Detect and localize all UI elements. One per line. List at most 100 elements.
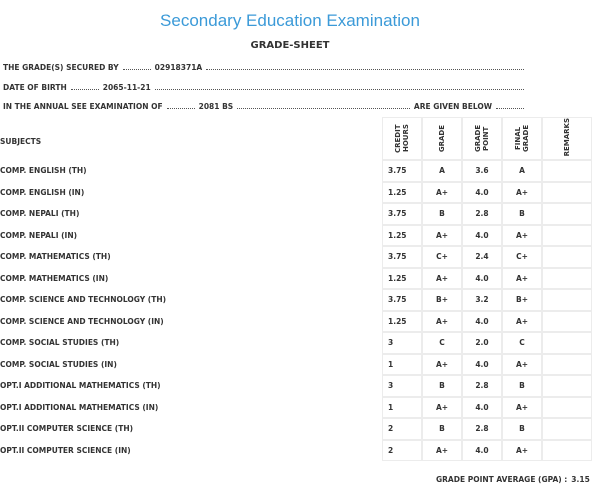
info-label: IN THE ANNUAL SEE EXAMINATION OF bbox=[3, 102, 163, 111]
info-label: DATE OF BIRTH bbox=[3, 83, 67, 92]
table-cell: 3.6 bbox=[462, 160, 502, 182]
info-line: IN THE ANNUAL SEE EXAMINATION OF 2081 BS A… bbox=[3, 102, 528, 111]
table-cell: 1.25 bbox=[382, 181, 422, 203]
table-cell: A+ bbox=[502, 224, 542, 246]
table-cell bbox=[542, 396, 592, 418]
header-text: FINAL GRADE bbox=[514, 124, 530, 153]
table-cell: B+ bbox=[502, 289, 542, 311]
table-cell: COMP. NEPALI (TH) bbox=[0, 209, 80, 219]
table-cell: A+ bbox=[422, 224, 462, 246]
leader bbox=[122, 63, 151, 70]
column-header: GRADE POINT bbox=[462, 117, 502, 160]
table-cell: 4.0 bbox=[462, 310, 502, 332]
table-cell: A+ bbox=[422, 310, 462, 332]
info-value: 02918371A bbox=[154, 63, 203, 72]
table-cell: 1.25 bbox=[382, 267, 422, 289]
table-cell: 2.8 bbox=[462, 418, 502, 440]
column-header: SUBJECTS bbox=[0, 117, 382, 160]
header-text: REMARKS bbox=[563, 118, 571, 157]
table-cell: A+ bbox=[502, 353, 542, 375]
table-cell: 3.75 bbox=[382, 246, 422, 268]
table-cell: A+ bbox=[502, 310, 542, 332]
header-text: CREDIT HOURS bbox=[394, 124, 410, 153]
table-cell bbox=[542, 267, 592, 289]
leader bbox=[166, 102, 195, 109]
table-cell: B bbox=[502, 375, 542, 397]
table-cell: 3 bbox=[382, 375, 422, 397]
table-cell: A+ bbox=[502, 181, 542, 203]
table-cell bbox=[542, 353, 592, 375]
table-cell: OPT.II COMPUTER SCIENCE (TH) bbox=[0, 424, 134, 434]
table-cell: 4.0 bbox=[462, 353, 502, 375]
table-cell: 4.0 bbox=[462, 439, 502, 461]
subtitle: GRADE-SHEET bbox=[250, 40, 330, 51]
table-cell bbox=[542, 289, 592, 311]
table-cell: A+ bbox=[422, 353, 462, 375]
table-cell: B bbox=[502, 203, 542, 225]
table-cell bbox=[542, 418, 592, 440]
table-cell: 4.0 bbox=[462, 224, 502, 246]
leader bbox=[206, 63, 524, 70]
table-cell: A bbox=[422, 160, 462, 182]
info-value: 2065-11-21 bbox=[102, 83, 151, 92]
title: Secondary Education Examination bbox=[160, 11, 420, 30]
table-cell bbox=[542, 375, 592, 397]
table-cell: 1.25 bbox=[382, 224, 422, 246]
table-cell bbox=[542, 310, 592, 332]
table-cell bbox=[542, 439, 592, 461]
table-cell: B bbox=[422, 203, 462, 225]
header-text: SUBJECTS bbox=[0, 137, 42, 146]
table-cell bbox=[542, 246, 592, 268]
table-cell: COMP. SCIENCE AND TECHNOLOGY (TH) bbox=[0, 295, 167, 305]
table-cell: C bbox=[502, 332, 542, 354]
table-cell: C bbox=[422, 332, 462, 354]
table-cell: 4.0 bbox=[462, 396, 502, 418]
table-cell: OPT.II COMPUTER SCIENCE (IN) bbox=[0, 445, 131, 455]
header-text: GRADE bbox=[438, 124, 446, 153]
gpa-value: 3.15 bbox=[571, 475, 590, 484]
leader bbox=[70, 83, 99, 90]
table-cell: COMP. ENGLISH (TH) bbox=[0, 166, 87, 176]
table-cell: COMP. SCIENCE AND TECHNOLOGY (IN) bbox=[0, 316, 164, 326]
table-cell: 1.25 bbox=[382, 310, 422, 332]
table-cell: 3.2 bbox=[462, 289, 502, 311]
header-text: GRADE POINT bbox=[474, 124, 490, 153]
table-cell: COMP. NEPALI (IN) bbox=[0, 230, 78, 240]
table-cell bbox=[542, 203, 592, 225]
table-cell: B+ bbox=[422, 289, 462, 311]
table-cell: B bbox=[502, 418, 542, 440]
table-cell: 2 bbox=[382, 418, 422, 440]
table-cell bbox=[542, 181, 592, 203]
info-tail: ARE GIVEN BELOW bbox=[413, 102, 492, 111]
table-cell: COMP. SOCIAL STUDIES (TH) bbox=[0, 338, 120, 348]
table-cell: C+ bbox=[502, 246, 542, 268]
table-cell: A+ bbox=[422, 439, 462, 461]
table-cell: 2 bbox=[382, 439, 422, 461]
table-cell: COMP. MATHEMATICS (IN) bbox=[0, 273, 109, 283]
table-cell: 1 bbox=[382, 396, 422, 418]
column-header: FINAL GRADE bbox=[502, 117, 542, 160]
table-cell: 4.0 bbox=[462, 181, 502, 203]
gpa: GRADE POINT AVERAGE (GPA) :3.15 bbox=[436, 475, 590, 484]
table-cell: A+ bbox=[502, 439, 542, 461]
table-cell: OPT.I ADDITIONAL MATHEMATICS (TH) bbox=[0, 381, 161, 391]
column-header: CREDIT HOURS bbox=[382, 117, 422, 160]
table-cell: 2.0 bbox=[462, 332, 502, 354]
table-cell bbox=[542, 332, 592, 354]
leader bbox=[237, 102, 410, 109]
table-cell: 2.8 bbox=[462, 203, 502, 225]
table-cell: 3.75 bbox=[382, 289, 422, 311]
table-cell: COMP. SOCIAL STUDIES (IN) bbox=[0, 359, 117, 369]
info-line: DATE OF BIRTH 2065-11-21 bbox=[3, 83, 528, 92]
gpa-label: GRADE POINT AVERAGE (GPA) : bbox=[436, 475, 568, 484]
table-cell: COMP. ENGLISH (IN) bbox=[0, 187, 85, 197]
table-cell: 2.4 bbox=[462, 246, 502, 268]
table-cell: 3 bbox=[382, 332, 422, 354]
info-line: THE GRADE(S) SECURED BY 02918371A bbox=[3, 63, 528, 72]
table-cell: A+ bbox=[502, 396, 542, 418]
table-cell: 3.75 bbox=[382, 160, 422, 182]
table-cell bbox=[542, 160, 592, 182]
column-header: GRADE bbox=[422, 117, 462, 160]
table-cell: A+ bbox=[502, 267, 542, 289]
